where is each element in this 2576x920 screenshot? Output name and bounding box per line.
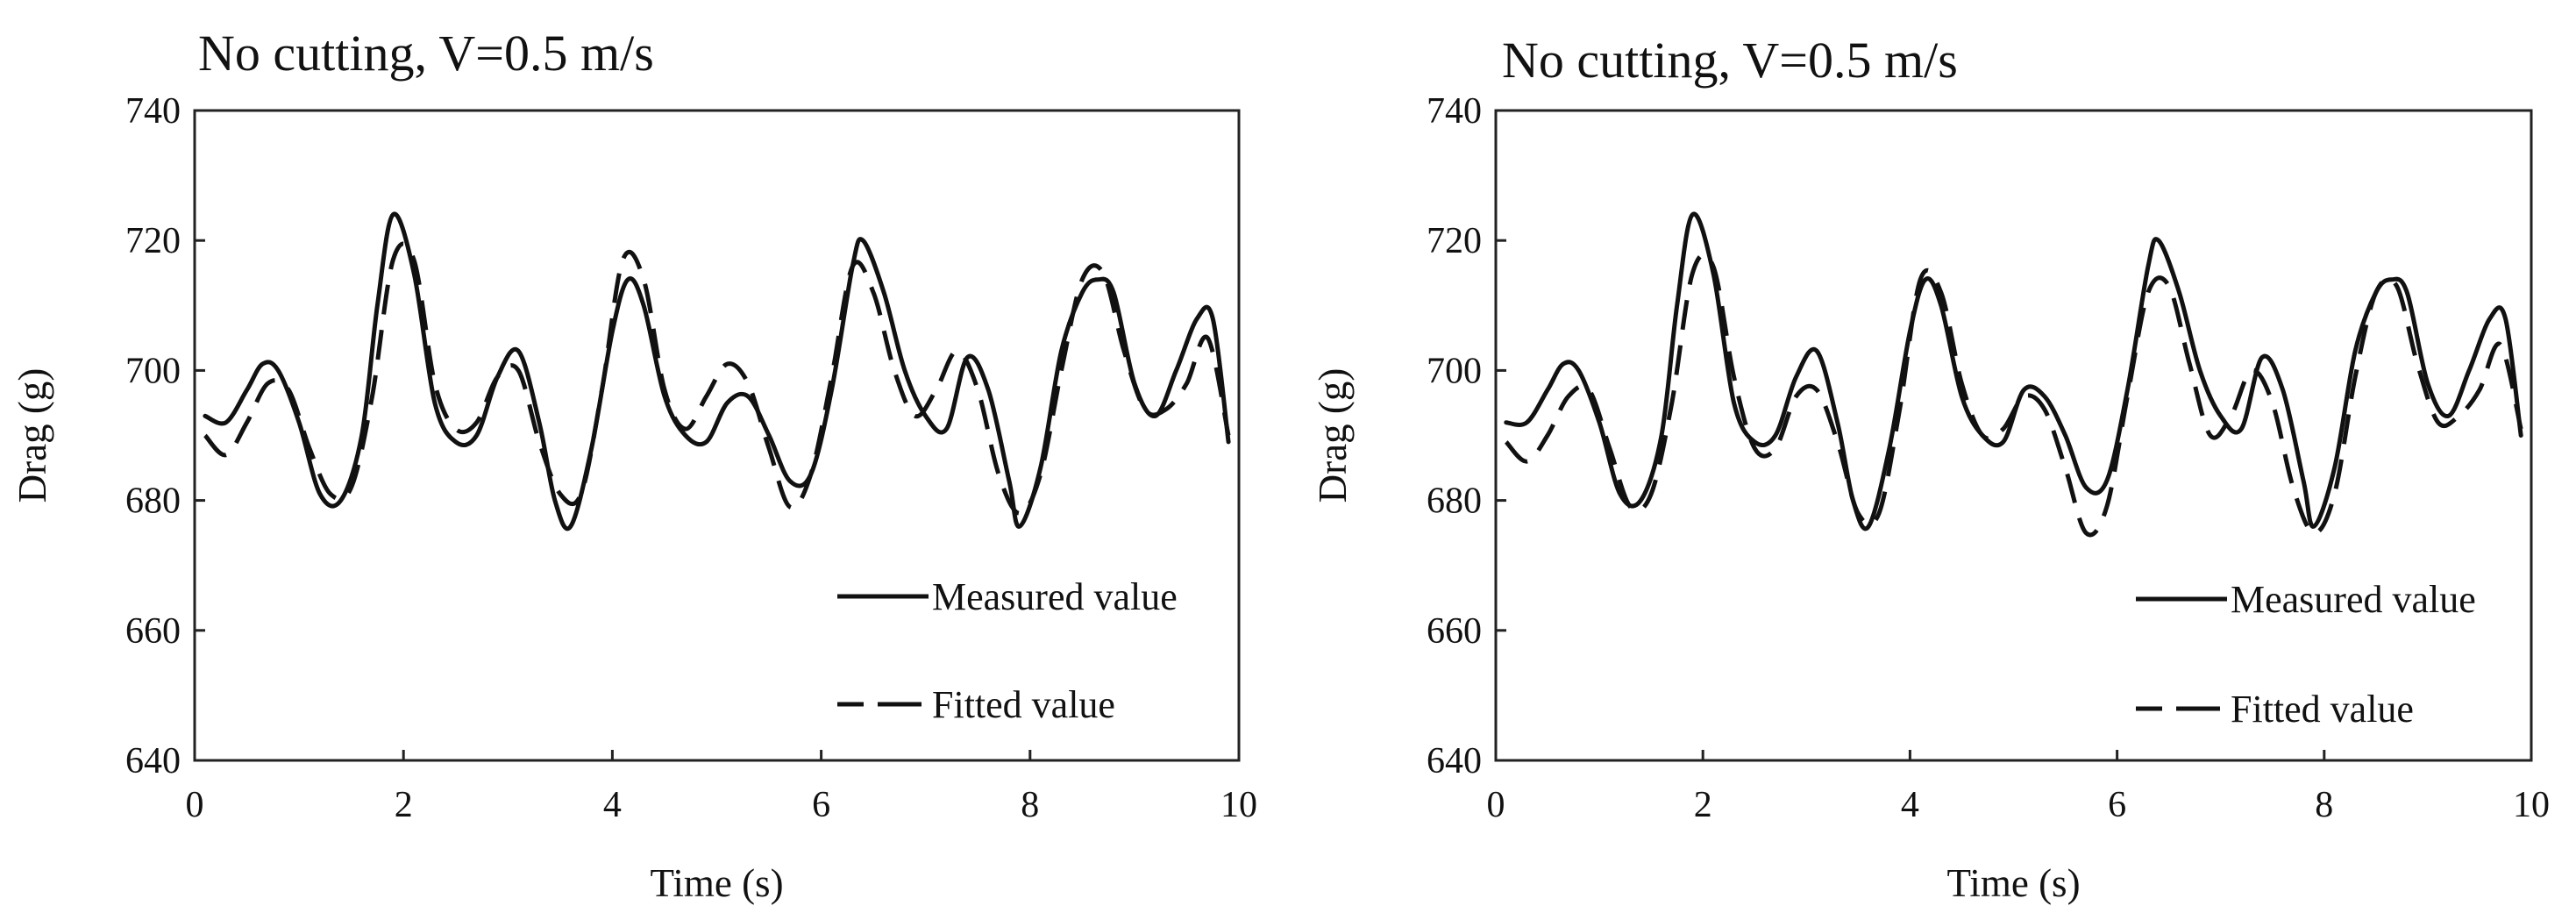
y-tick-label: 700 (1427, 351, 1482, 391)
x-tick-label: 6 (2108, 785, 2126, 825)
x-axis-label: Time (s) (1946, 861, 2080, 905)
x-tick-label: 2 (1694, 785, 1712, 825)
y-tick-label: 720 (1427, 221, 1482, 261)
y-tick-label: 720 (125, 221, 181, 261)
x-tick-label: 0 (1487, 785, 1505, 825)
x-tick-label: 10 (1220, 785, 1257, 825)
series-line-measured (203, 211, 1231, 531)
chart-panel-2: No cutting, V=0.5 m/s6406606807007207400… (1311, 32, 2550, 905)
y-axis-label: Drag (g) (1311, 368, 1355, 503)
y-tick-label: 740 (1427, 91, 1482, 132)
y-tick-label: 660 (1427, 611, 1482, 652)
x-tick-label: 4 (1901, 785, 1919, 825)
x-tick-label: 10 (2513, 785, 2550, 825)
plot-area-frame (1494, 109, 2533, 762)
y-tick-label: 640 (125, 741, 181, 781)
legend-label: Fitted value (932, 683, 1115, 726)
series-line-measured (1504, 211, 2523, 531)
x-tick-label: 4 (603, 785, 622, 825)
y-axis: 640 660 680 700 720 740 (1427, 91, 1506, 781)
x-axis: 0 2 4 6 8 10 (1487, 750, 2550, 825)
legend-label: Measured value (932, 575, 1178, 618)
y-tick-label: 680 (1427, 481, 1482, 522)
chart-title: No cutting, V=0.5 m/s (1502, 32, 1958, 89)
y-tick-label: 640 (1427, 741, 1482, 781)
chart-title: No cutting, V=0.5 m/s (198, 25, 654, 82)
x-tick-label: 2 (395, 785, 413, 825)
x-axis: 0 2 4 6 8 10 (186, 750, 1257, 825)
series-line-fitted (203, 241, 1231, 516)
plot-area-frame (193, 109, 1241, 762)
y-axis: 640 660 680 700 720 740 (125, 91, 205, 781)
y-axis-label: Drag (g) (11, 368, 54, 503)
y-tick-label: 680 (125, 481, 181, 522)
x-tick-label: 8 (2315, 785, 2333, 825)
series-line-fitted (1504, 252, 2523, 538)
x-axis-label: Time (s) (650, 861, 783, 905)
legend: Measured value Fitted value (2136, 578, 2476, 731)
y-tick-label: 740 (125, 91, 181, 132)
legend-label: Measured value (2231, 578, 2476, 621)
y-tick-label: 660 (125, 611, 181, 652)
chart-panel-1: No cutting, V=0.5 m/s6406606807007207400… (11, 25, 1257, 905)
legend: Measured value Fitted value (837, 575, 1178, 726)
x-tick-label: 8 (1021, 785, 1039, 825)
legend-label: Fitted value (2231, 688, 2414, 731)
x-tick-label: 6 (812, 785, 830, 825)
y-tick-label: 700 (125, 351, 181, 391)
x-tick-label: 0 (186, 785, 204, 825)
